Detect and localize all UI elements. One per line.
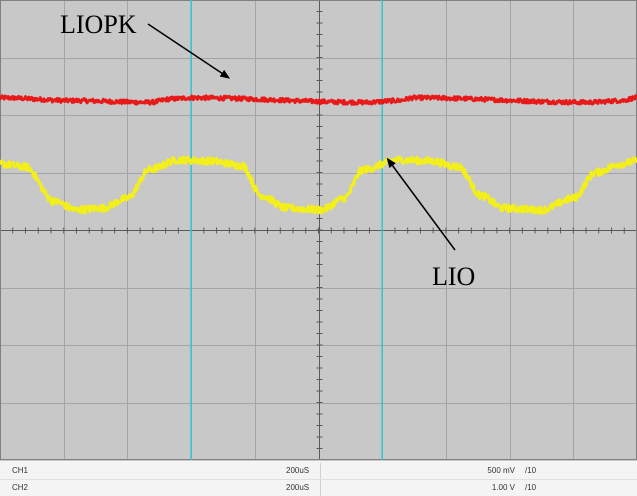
time-cursors [190, 0, 383, 460]
annotations: LIOPK LIO [60, 10, 475, 291]
annotation-arrow-liopk [147, 23, 231, 79]
volts-per-div: 1.00 V [491, 483, 515, 492]
oscilloscope-display: LIOPK LIO [0, 0, 637, 460]
annotation-label-lio: LIO [432, 262, 475, 291]
time-per-div: 200uS [286, 483, 310, 492]
channel-name: CH1 [12, 466, 29, 475]
divider [320, 463, 321, 479]
probe-ratio: /10 [525, 483, 537, 492]
status-bar: CH1 200uS 500 mV /10 CH2 200uS 1.00 V /1… [0, 460, 637, 496]
annotation-label-liopk: LIOPK [60, 10, 137, 39]
channel-name: CH2 [12, 483, 29, 492]
trace-liopk [0, 94, 637, 106]
time-per-div: 200uS [286, 466, 310, 475]
status-row-ch1: CH1 200uS 500 mV /10 [0, 463, 637, 479]
trace-lio [0, 155, 637, 215]
status-row-ch2: CH2 200uS 1.00 V /10 [0, 479, 637, 496]
divider [320, 480, 321, 496]
volts-per-div: 500 mV [487, 466, 515, 475]
traces [0, 94, 637, 215]
annotation-arrow-lio [386, 157, 456, 251]
probe-ratio: /10 [525, 466, 537, 475]
